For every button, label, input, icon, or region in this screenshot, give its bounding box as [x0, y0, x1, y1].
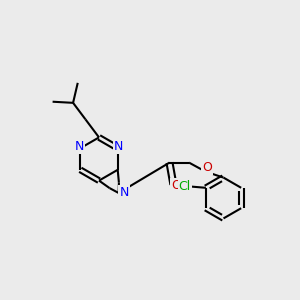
Text: O: O	[202, 161, 212, 174]
Text: O: O	[171, 179, 181, 192]
Text: N: N	[74, 140, 84, 153]
Text: Cl: Cl	[179, 179, 191, 193]
Text: N: N	[114, 140, 124, 153]
Text: N: N	[119, 186, 129, 199]
